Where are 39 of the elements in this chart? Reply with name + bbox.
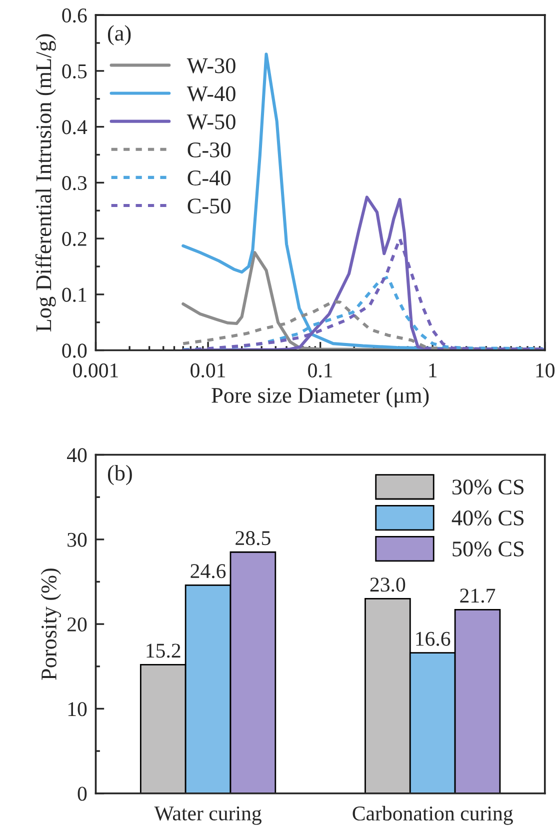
- y-tick-label: 0.5: [62, 64, 87, 78]
- legend-label: C-50: [188, 198, 230, 214]
- y-tick-label: 30: [68, 532, 87, 547]
- legend-label: W-50: [186, 114, 236, 130]
- x-tick-label: 10: [536, 363, 554, 378]
- x-tick-label: 0.01: [190, 363, 226, 378]
- data-label: 21.7: [460, 588, 496, 603]
- x-axis-title: Pore size Diameter (μm): [212, 387, 429, 408]
- y-tick-label: 0: [78, 786, 87, 801]
- x-tick-label: Water curing: [154, 806, 262, 825]
- data-label: 16.6: [416, 632, 450, 646]
- data-label: 23.0: [370, 578, 406, 592]
- legend-label: C-40: [188, 170, 230, 186]
- y-tick-label: 0.3: [62, 176, 87, 190]
- chart-title: (b): [108, 464, 132, 486]
- x-tick-label: 1: [429, 363, 437, 378]
- y-tick-label: 0.1: [62, 288, 86, 302]
- x-tick-label: 0.001: [73, 363, 118, 378]
- data-label: 28.5: [236, 531, 270, 546]
- x-tick-label: 0.1: [308, 363, 332, 378]
- legend-label: 50% CS: [452, 541, 524, 557]
- legend-label: 30% CS: [452, 480, 524, 495]
- y-tick-label: 10: [68, 702, 87, 716]
- legend-label: W-30: [186, 58, 236, 74]
- x-tick-label: Carbonation curing: [352, 806, 513, 825]
- y-tick-label: 0.0: [62, 344, 87, 358]
- y-tick-label: 40: [67, 448, 87, 462]
- y-tick-label: 0.2: [62, 232, 86, 246]
- y-tick-label: 0.6: [62, 8, 87, 23]
- y-axis-title: Porosity (%): [40, 568, 62, 680]
- y-tick-label: 20: [68, 617, 87, 632]
- legend-label: C-30: [188, 142, 230, 158]
- chart-title: (a): [108, 25, 131, 46]
- data-label: 24.6: [190, 564, 226, 578]
- y-axis-title: Log Differential Intrusion (mL/g): [35, 34, 56, 332]
- data-label: 15.2: [146, 644, 180, 658]
- y-tick-label: 0.4: [62, 120, 88, 134]
- legend-label: 40% CS: [452, 510, 524, 526]
- legend-label: W-40: [186, 86, 236, 102]
